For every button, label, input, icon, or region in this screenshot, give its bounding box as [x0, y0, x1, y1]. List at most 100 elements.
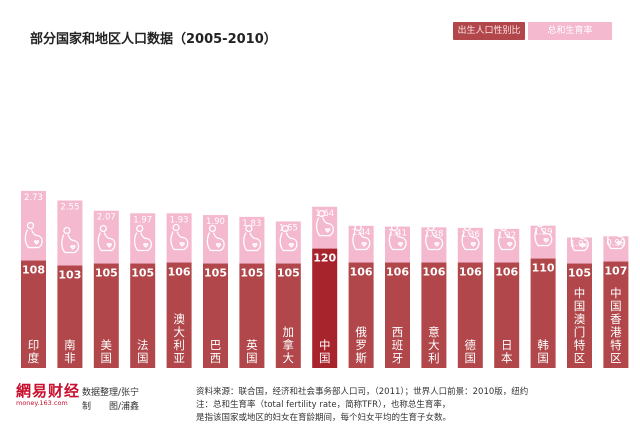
- category-label: 美国: [101, 338, 113, 365]
- sex-ratio-value-label: 105: [95, 267, 118, 280]
- category-label-char: 南: [64, 338, 76, 352]
- category-label-char: 班: [392, 338, 404, 352]
- category-label: 巴西: [210, 338, 222, 365]
- category-label-char: 俄: [355, 325, 367, 339]
- sex-ratio-bar: [421, 262, 447, 368]
- sex-ratio-value-label: 106: [495, 266, 518, 279]
- credit-design: 制 图/浦鑫: [82, 402, 140, 412]
- icon-head: [208, 224, 217, 233]
- category-label-char: 美: [101, 338, 113, 352]
- icon-head: [427, 223, 435, 232]
- category-label-char: 区: [610, 351, 622, 365]
- icon-head: [281, 224, 289, 233]
- category-label-char: 拿: [283, 338, 295, 352]
- icon-heart: [288, 243, 294, 248]
- logo-text: 網易财经: [16, 382, 81, 400]
- bar-group: 2.73 108 印度: [21, 190, 46, 368]
- category-label-char: 巴: [210, 338, 222, 352]
- sex-ratio-bar: [275, 263, 301, 368]
- bar-group: 1.29 110 韩国: [530, 219, 556, 368]
- category-label-char: 国: [319, 351, 331, 365]
- icon-body: [388, 231, 407, 251]
- icon-head: [172, 223, 180, 232]
- icon-heart: [397, 242, 404, 247]
- icon-body: [461, 231, 480, 251]
- source-notes: 资料来源：联合国，经济和社会事务部人口司，（2011）；世界人口前景：2010版…: [196, 386, 626, 425]
- category-label-char: 罗: [355, 338, 367, 352]
- sex-ratio-bar: [348, 262, 374, 368]
- source-line: 资料来源：联合国，经济和社会事务部人口司，（2011）；世界人口前景：2010版…: [196, 387, 529, 397]
- category-label: 法国: [137, 338, 149, 365]
- fertility-value-label: 1.41: [388, 229, 407, 239]
- category-label: 澳大利亚: [173, 312, 185, 365]
- bar-group: 1.41 106 西班牙: [385, 223, 410, 368]
- pregnant-woman-icon: [243, 224, 262, 252]
- icon-heart: [470, 242, 476, 247]
- credits: 数据整理/张宁 制 图/浦鑫: [82, 386, 139, 414]
- icon-body: [61, 234, 80, 254]
- category-label-char: 大: [173, 325, 185, 339]
- fertility-value-label: 1.29: [534, 228, 553, 238]
- sex-ratio-value-label: 120: [313, 252, 336, 265]
- fertility-value-label: 1.36: [461, 230, 480, 240]
- category-label: 俄罗斯: [355, 325, 367, 365]
- category-label-char: 区: [574, 351, 586, 365]
- sex-ratio-value-label: 108: [22, 264, 45, 277]
- netease-finance-logo: 網易财经 money.163.com: [16, 382, 81, 407]
- category-label-char: 亚: [173, 351, 185, 365]
- category-label-char: 西: [210, 351, 222, 365]
- pregnant-woman-icon: [97, 224, 116, 252]
- category-label-char: 大: [428, 338, 440, 352]
- category-label-char: 英: [246, 338, 258, 352]
- category-label-char: 国: [574, 299, 586, 313]
- icon-head: [390, 223, 399, 232]
- category-label-char: 大: [283, 351, 295, 365]
- pregnant-woman-icon: [570, 224, 589, 252]
- category-label-char: 意: [428, 325, 440, 339]
- sex-ratio-value-label: 105: [204, 267, 227, 280]
- sex-ratio-bar: [57, 265, 83, 368]
- icon-body: [279, 232, 298, 252]
- bar-group: 1.97 105 法国: [130, 213, 156, 368]
- icon-head: [136, 224, 144, 233]
- pregnant-woman-icon: [497, 223, 516, 251]
- fertility-value-label: 1.97: [133, 215, 152, 225]
- icon-heart: [179, 242, 185, 247]
- icon-head: [609, 222, 617, 231]
- sex-ratio-value-label: 105: [568, 267, 591, 280]
- category-label-char: 利: [173, 338, 185, 352]
- fertility-value-label: 1.65: [279, 223, 298, 233]
- bar-group: 1.65 105 加拿大: [275, 221, 301, 368]
- category-label: 中国澳门特区: [574, 286, 586, 365]
- category-label-char: 中: [319, 338, 331, 352]
- icon-heart: [70, 245, 76, 250]
- icon-head: [572, 224, 581, 233]
- category-label-char: 中: [574, 286, 586, 300]
- fertility-value-label: 2.55: [60, 202, 79, 212]
- pregnant-woman-icon: [461, 223, 480, 251]
- icon-head: [463, 223, 471, 232]
- category-label: 南非: [64, 338, 76, 365]
- fertility-value-label: 1.02: [570, 240, 589, 250]
- icon-head: [536, 219, 544, 228]
- icon-body: [607, 230, 626, 250]
- sex-ratio-bar: [203, 263, 228, 368]
- category-label: 韩国: [537, 338, 549, 365]
- bar-group: 2.55 103 南非: [57, 200, 83, 368]
- category-label-char: 中: [610, 286, 622, 300]
- category-label-char: 度: [28, 351, 40, 365]
- sex-ratio-bar: [239, 263, 265, 368]
- category-label-char: 国: [465, 351, 477, 365]
- category-label: 西班牙: [392, 325, 404, 365]
- icon-heart: [106, 243, 112, 248]
- sex-ratio-value-label: 106: [350, 266, 373, 279]
- category-label-char: 澳: [574, 312, 586, 326]
- icon-body: [315, 217, 334, 237]
- sex-ratio-bar: [93, 263, 119, 368]
- icon-heart: [325, 228, 331, 233]
- pregnant-woman-icon: [279, 224, 298, 252]
- category-label: 意大利: [428, 325, 440, 365]
- category-label: 德国: [465, 338, 477, 365]
- sex-ratio-value-label: 105: [240, 267, 263, 280]
- category-label-char: 加: [283, 325, 295, 339]
